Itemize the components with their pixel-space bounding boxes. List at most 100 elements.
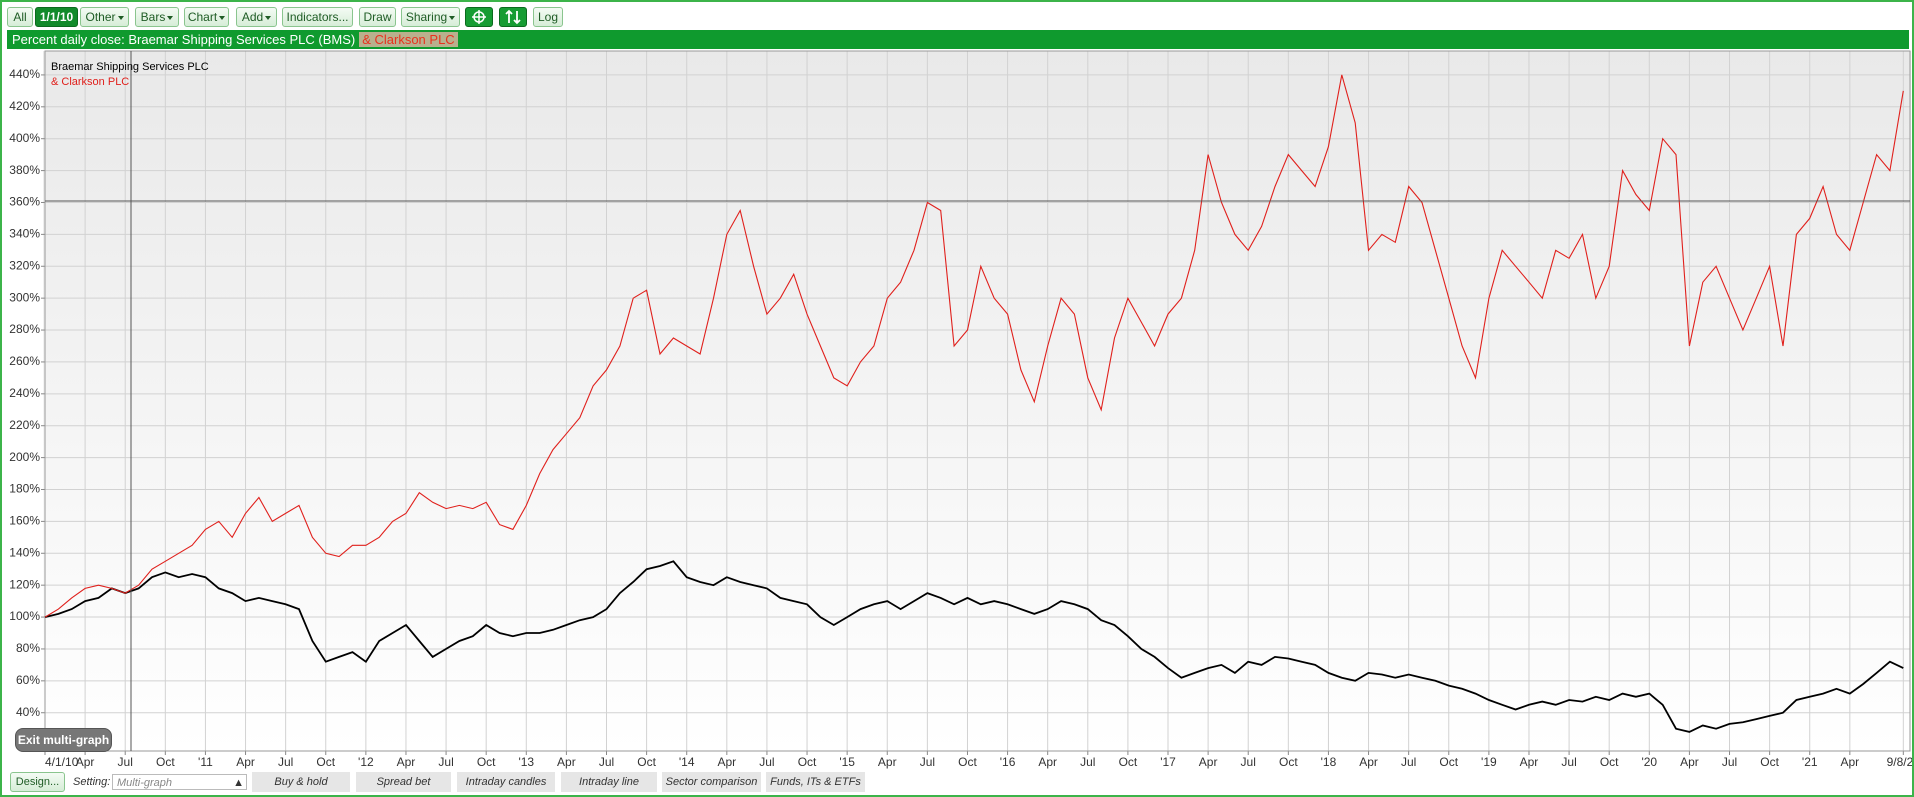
tab[interactable]: Funds, ITs & ETFs — [766, 772, 865, 792]
design-button[interactable]: Design... — [10, 772, 65, 792]
scale-button[interactable] — [499, 7, 527, 27]
y-tick-label: 380% — [9, 163, 40, 177]
x-tick-label: Jul — [1722, 755, 1737, 769]
button-label: Bars — [140, 10, 166, 24]
tab[interactable]: Intraday candles — [457, 772, 555, 792]
y-tick-label: 80% — [16, 641, 40, 655]
toolbar-button[interactable]: Indicators... — [282, 7, 353, 27]
x-tick-label: '14 — [679, 755, 695, 769]
x-tick-label: Oct — [1600, 755, 1619, 769]
x-tick-label: '13 — [518, 755, 534, 769]
y-tick-label: 240% — [9, 386, 40, 400]
y-tick-label: 40% — [16, 705, 40, 719]
x-tick-label: Apr — [1199, 755, 1218, 769]
setting-value: Multi-graph — [117, 777, 173, 789]
y-tick-label: 60% — [16, 673, 40, 687]
button-label: Other — [85, 10, 116, 24]
x-tick-label: '18 — [1321, 755, 1337, 769]
y-tick-label: 220% — [9, 418, 40, 432]
x-tick-label: Apr — [236, 755, 255, 769]
x-tick-label: Oct — [958, 755, 977, 769]
setting-select[interactable]: Multi-graph ▲ — [112, 774, 247, 790]
series-line — [44, 74, 1904, 618]
toolbar-button[interactable]: Log — [533, 7, 563, 27]
plot-frame — [44, 50, 1911, 752]
tab[interactable]: Sector comparison — [662, 772, 761, 792]
x-tick-label: Oct — [1439, 755, 1458, 769]
y-tick-label: 400% — [9, 131, 40, 145]
series-line — [44, 560, 1904, 733]
y-tick-label: 100% — [9, 609, 40, 623]
x-tick-label: Apr — [1359, 755, 1378, 769]
toolbar-button[interactable]: Chart — [184, 7, 229, 27]
compare-label[interactable]: & Clarkson PLC — [359, 32, 458, 47]
x-tick-label: Jul — [118, 755, 133, 769]
x-tick-label: Jul — [759, 755, 774, 769]
tab[interactable]: Intraday line — [561, 772, 657, 792]
plot-background — [43, 51, 1911, 751]
x-tick-label: Oct — [477, 755, 496, 769]
x-tick-label: Oct — [1119, 755, 1138, 769]
exit-button[interactable]: Exit multi-graph — [15, 728, 112, 752]
x-tick-label: Oct — [798, 755, 817, 769]
x-tick-label: 4/1/10 — [45, 755, 79, 769]
x-tick-label: '16 — [1000, 755, 1016, 769]
x-tick-label: Apr — [76, 755, 95, 769]
x-tick-label: '15 — [839, 755, 855, 769]
x-tick-label: Apr — [397, 755, 416, 769]
y-tick-label: 140% — [9, 545, 40, 559]
arrows-icon — [505, 9, 521, 25]
button-label: Add — [241, 10, 264, 24]
x-tick-label: Apr — [1038, 755, 1057, 769]
x-tick-label: Jul — [438, 755, 453, 769]
x-tick-label: Oct — [1760, 755, 1779, 769]
tab[interactable]: Buy & hold — [252, 772, 350, 792]
y-tick-label: 440% — [9, 67, 40, 81]
x-tick-label: Jul — [920, 755, 935, 769]
y-tick-label: 160% — [9, 514, 40, 528]
y-tick-label: 120% — [9, 577, 40, 591]
x-tick-label: Jul — [1241, 755, 1256, 769]
toolbar-button[interactable]: Bars — [135, 7, 179, 27]
chart-title: Percent daily close: Braemar Shipping Se… — [12, 32, 356, 47]
toolbar-button[interactable]: Draw — [359, 7, 396, 27]
legend-entry: & Clarkson PLC — [51, 76, 129, 88]
x-tick-label: Jul — [1401, 755, 1416, 769]
crosshair-icon — [472, 10, 486, 24]
button-label: Chart — [187, 10, 218, 24]
x-tick-label: Apr — [717, 755, 736, 769]
y-tick-label: 200% — [9, 450, 40, 464]
x-tick-label: Oct — [1279, 755, 1298, 769]
x-tick-label: Apr — [1680, 755, 1699, 769]
x-tick-label: Jul — [1080, 755, 1095, 769]
x-tick-label: '21 — [1802, 755, 1818, 769]
x-tick-label: Oct — [316, 755, 335, 769]
y-tick-label: 320% — [9, 258, 40, 272]
x-tick-label: '19 — [1481, 755, 1497, 769]
y-tick-label: 280% — [9, 322, 40, 336]
tab[interactable]: Spread bet — [356, 772, 451, 792]
x-tick-label: Jul — [599, 755, 614, 769]
x-tick-label: Oct — [156, 755, 175, 769]
legend-entry: Braemar Shipping Services PLC — [51, 61, 209, 73]
setting-label: Setting: — [73, 776, 111, 788]
x-tick-label: Apr — [1520, 755, 1539, 769]
toolbar-button[interactable]: Other — [80, 7, 129, 27]
toolbar-button[interactable]: Add — [236, 7, 277, 27]
x-tick-label: Oct — [637, 755, 656, 769]
toolbar-button[interactable]: Sharing — [401, 7, 460, 27]
x-tick-label: Apr — [557, 755, 576, 769]
x-tick-label: '17 — [1160, 755, 1176, 769]
y-tick-label: 340% — [9, 227, 40, 241]
x-tick-label: Apr — [878, 755, 897, 769]
toolbar-button[interactable]: All — [7, 7, 33, 27]
y-tick-label: 180% — [9, 482, 40, 496]
x-tick-label: '20 — [1641, 755, 1657, 769]
crosshair-button[interactable] — [465, 7, 493, 27]
toolbar-button[interactable]: 1/1/10 — [35, 7, 78, 27]
y-tick-label: 300% — [9, 290, 40, 304]
x-tick-label: Jul — [278, 755, 293, 769]
y-tick-label: 420% — [9, 99, 40, 113]
